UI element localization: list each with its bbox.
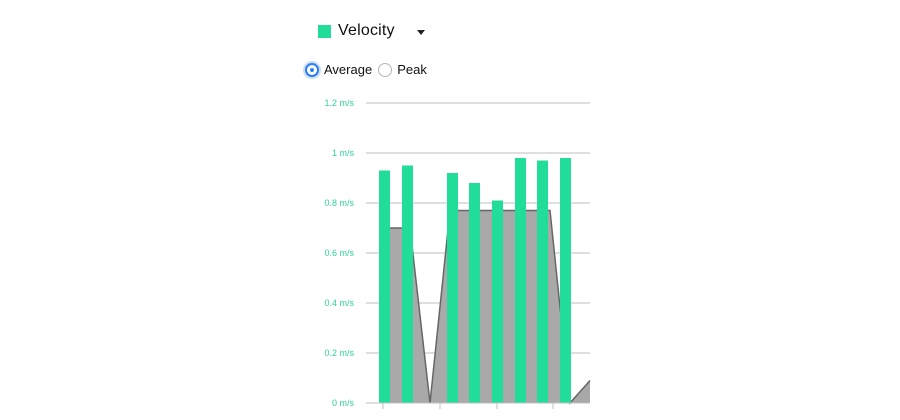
radio-peak-label: Peak: [397, 62, 427, 77]
radio-average-indicator[interactable]: [305, 62, 319, 77]
radio-average[interactable]: Average: [305, 62, 372, 77]
radio-peak-indicator[interactable]: [378, 62, 393, 77]
y-tick-label: 0.2 m/s: [324, 348, 354, 358]
bar: [515, 158, 526, 403]
y-tick-label: 0.4 m/s: [324, 298, 354, 308]
radio-peak[interactable]: Peak: [378, 62, 427, 77]
bar: [469, 183, 480, 403]
y-tick-label: 0.8 m/s: [324, 198, 354, 208]
metric-label: Velocity: [338, 22, 395, 39]
y-tick-label: 0 m/s: [332, 398, 355, 408]
area-series-line: [390, 209, 591, 405]
y-tick-label: 0.6 m/s: [324, 248, 354, 258]
bar: [379, 170, 390, 403]
bar: [492, 200, 503, 403]
metric-select[interactable]: Velocity: [318, 22, 425, 40]
radio-average-label: Average: [324, 62, 373, 77]
bar: [447, 173, 458, 403]
bar: [402, 165, 413, 403]
y-tick-label: 1 m/s: [332, 148, 355, 158]
y-tick-label: 1.2 m/s: [324, 98, 354, 108]
caret-down-icon[interactable]: [416, 29, 425, 35]
bar: [537, 160, 548, 403]
mode-radio-group: Average Peak: [305, 62, 433, 77]
bar: [560, 158, 571, 403]
series-color-swatch: [318, 24, 331, 38]
